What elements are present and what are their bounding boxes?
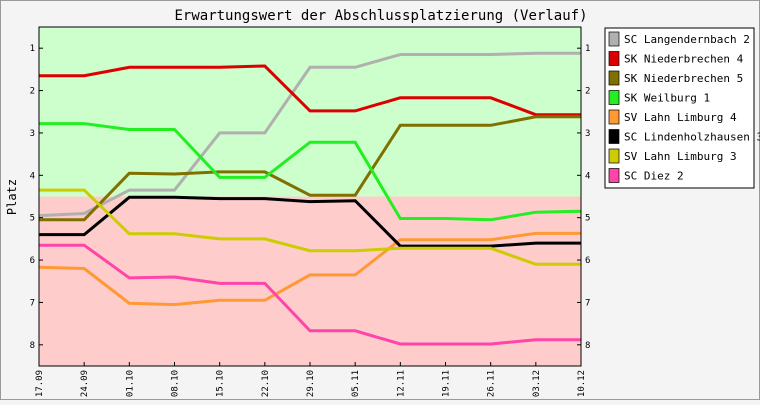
y-tick-label-left: 7 xyxy=(30,298,35,308)
legend-swatch-4 xyxy=(608,109,620,125)
series-line-2 xyxy=(39,115,581,222)
legend-label: SK Niederbrechen 5 xyxy=(624,72,743,85)
legend-swatch-2 xyxy=(608,70,620,86)
y-tick-label-left: 4 xyxy=(30,171,35,181)
y-tick-label-right: 1 xyxy=(585,44,590,54)
y-tick-label-right: 8 xyxy=(585,341,590,351)
zone-band-1 xyxy=(39,196,581,366)
y-tick-label-left: 8 xyxy=(30,341,35,351)
x-tick-label: 17.09 xyxy=(35,370,45,397)
x-tick-label: 10.12 xyxy=(577,370,587,397)
x-tick-label: 24.09 xyxy=(80,370,90,397)
x-tick-label: 12.11 xyxy=(396,370,406,397)
x-tick-label: 03.12 xyxy=(532,370,542,397)
x-tick-label: 19.11 xyxy=(442,370,452,397)
series-line-4 xyxy=(38,231,581,307)
y-tick-label-right: 6 xyxy=(585,256,590,266)
series-line-1 xyxy=(39,64,581,117)
legend-label: SC Diez 2 xyxy=(624,170,684,183)
series-line-5 xyxy=(39,195,581,248)
series-lines xyxy=(38,51,582,346)
y-tick-label-left: 2 xyxy=(30,87,35,97)
x-tick-label: 29.10 xyxy=(306,370,316,397)
x-tick-label: 05.11 xyxy=(351,370,361,397)
y-tick-label-left: 3 xyxy=(30,129,35,139)
legend: SC Langendernbach 2 SK Niederbrechen 4 SK … xyxy=(604,27,760,189)
y-tick-label-right: 4 xyxy=(585,171,590,181)
legend-swatch-5 xyxy=(608,129,620,144)
legend-swatch-6 xyxy=(608,148,620,164)
series-line-6 xyxy=(39,188,581,266)
legend-label: SV Lahn Limburg 4 xyxy=(624,111,737,124)
x-tick-label: 26.11 xyxy=(487,370,497,397)
series-line-0 xyxy=(38,51,581,218)
x-tick-label: 22.10 xyxy=(261,370,271,397)
x-tick-label: 08.10 xyxy=(171,370,181,397)
series-line-7 xyxy=(39,243,581,346)
legend-label: SV Lahn Limburg 3 xyxy=(624,150,737,163)
y-tick-label-right: 5 xyxy=(585,214,590,224)
legend-label: SK Niederbrechen 4 xyxy=(624,53,744,66)
y-tick-label-right: 7 xyxy=(585,298,590,308)
x-tick-label: 15.10 xyxy=(216,370,226,397)
y-tick-label-right: 2 xyxy=(585,87,590,97)
legend-label: SC Lindenholzhausen 3 xyxy=(624,131,760,144)
legend-label: SC Langendernbach 2 xyxy=(624,33,750,46)
chart-title: Erwartungswert der Abschlussplatzierung … xyxy=(174,8,587,24)
x-tick-label: 01.10 xyxy=(125,370,135,397)
legend-box xyxy=(604,27,755,189)
series-line-3 xyxy=(39,122,582,222)
legend-swatch-7 xyxy=(608,168,620,183)
legend-swatch-3 xyxy=(608,90,620,105)
y-tick-label-left: 5 xyxy=(30,214,35,224)
y-tick-label-left: 6 xyxy=(30,256,35,266)
y-axis-label: Platz xyxy=(5,179,19,215)
legend-label: SK Weilburg 1 xyxy=(624,92,710,105)
axes: 1 1 2 2 3 3 4 4 5 5 6 6 7 7 8 8 17.09 24.09 01.10 08.10 15.1… xyxy=(30,26,590,397)
legend-swatch-1 xyxy=(608,51,620,66)
legend-swatch-0 xyxy=(608,31,620,47)
y-tick-label-right: 3 xyxy=(585,129,590,139)
y-tick-label-left: 1 xyxy=(30,44,35,54)
